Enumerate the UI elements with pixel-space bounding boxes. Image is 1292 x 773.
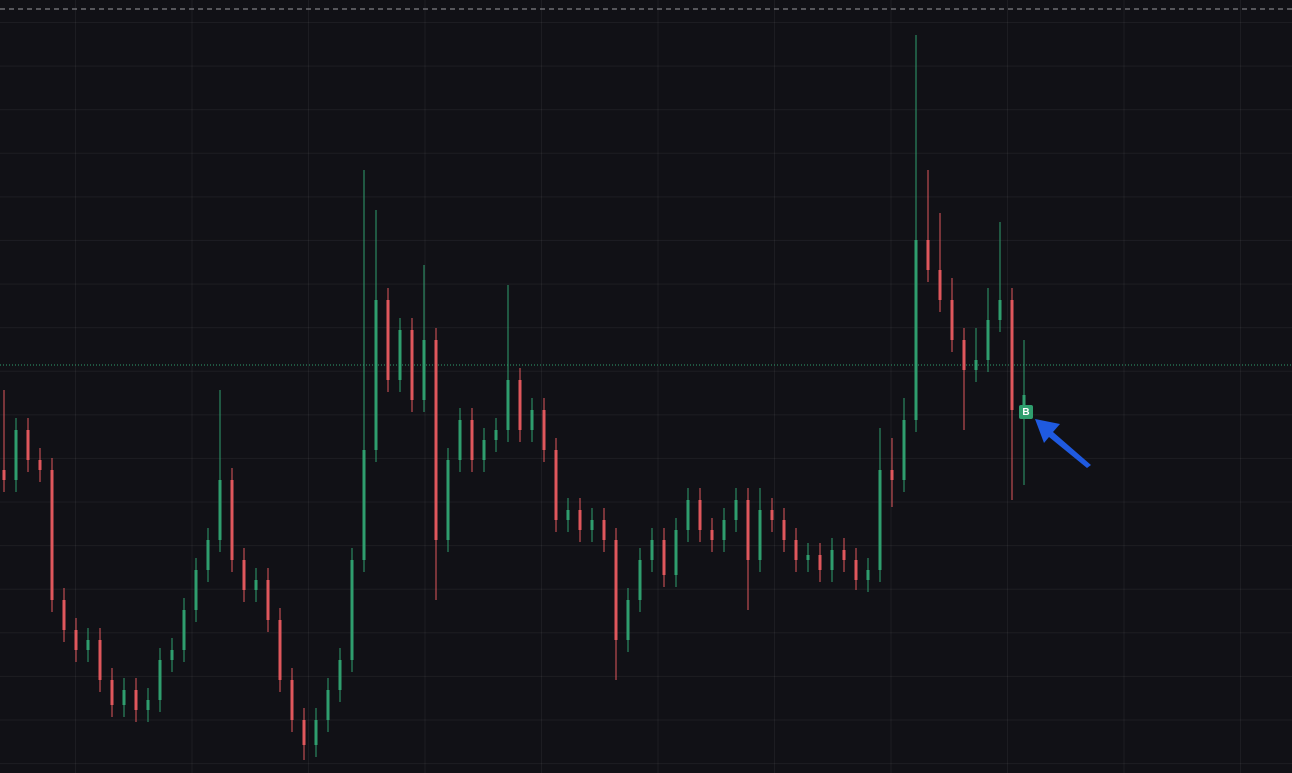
candle-body bbox=[494, 430, 498, 440]
candle-body bbox=[542, 410, 546, 450]
candle-body bbox=[650, 540, 654, 560]
candles bbox=[2, 35, 1026, 760]
candle-body bbox=[902, 420, 906, 480]
candle-body bbox=[446, 460, 450, 540]
candle-body bbox=[2, 470, 6, 480]
candle-body bbox=[662, 540, 666, 575]
candle-body bbox=[122, 690, 126, 705]
candle-body bbox=[686, 500, 690, 530]
candle-body bbox=[530, 410, 534, 430]
candle-body bbox=[590, 520, 594, 530]
candle-body bbox=[374, 300, 378, 450]
candle-body bbox=[794, 540, 798, 560]
buy-marker-box bbox=[1019, 405, 1033, 419]
candle-body bbox=[818, 555, 822, 570]
candle-body bbox=[962, 340, 966, 370]
candle-body bbox=[770, 510, 774, 520]
candle-body bbox=[782, 520, 786, 540]
candle-body bbox=[614, 540, 618, 640]
candle-body bbox=[194, 570, 198, 610]
candle-body bbox=[206, 540, 210, 570]
candle-body bbox=[734, 500, 738, 520]
candle-body bbox=[362, 450, 366, 560]
candle-body bbox=[938, 270, 942, 300]
candle-body bbox=[434, 340, 438, 540]
candle-body bbox=[458, 420, 462, 460]
candle-body bbox=[86, 640, 90, 650]
candle-body bbox=[518, 380, 522, 430]
candle-body bbox=[758, 510, 762, 560]
candle-body bbox=[302, 720, 306, 745]
candle-body bbox=[878, 470, 882, 570]
candle-body bbox=[62, 600, 66, 630]
candle-body bbox=[26, 430, 30, 460]
candle-body bbox=[134, 690, 138, 710]
candle-body bbox=[158, 660, 162, 700]
candle-body bbox=[638, 560, 642, 600]
candle-body bbox=[914, 240, 918, 420]
candle-body bbox=[866, 570, 870, 580]
candle-body bbox=[290, 680, 294, 720]
candle-body bbox=[1010, 300, 1014, 410]
candle-body bbox=[278, 620, 282, 680]
candle-body bbox=[410, 330, 414, 400]
candle-body bbox=[998, 300, 1002, 320]
candle-body bbox=[722, 520, 726, 540]
candle-body bbox=[578, 510, 582, 530]
candle-body bbox=[218, 480, 222, 540]
candle-body bbox=[974, 360, 978, 370]
buy-marker: B bbox=[1022, 407, 1029, 418]
candle-body bbox=[1022, 395, 1026, 410]
candle-body bbox=[170, 650, 174, 660]
candle-body bbox=[50, 470, 54, 600]
candle-body bbox=[326, 690, 330, 720]
candle-body bbox=[74, 630, 78, 650]
candle-body bbox=[710, 530, 714, 540]
candle-body bbox=[182, 610, 186, 650]
candle-body bbox=[386, 300, 390, 380]
candle-body bbox=[470, 420, 474, 460]
candle-body bbox=[854, 560, 858, 580]
candle-body bbox=[602, 520, 606, 540]
candle-body bbox=[338, 660, 342, 690]
candle-body bbox=[482, 440, 486, 460]
candle-body bbox=[506, 380, 510, 430]
candle-body bbox=[350, 560, 354, 660]
candle-body bbox=[626, 600, 630, 640]
candle-body bbox=[398, 330, 402, 380]
candle-body bbox=[14, 430, 18, 480]
candle-body bbox=[146, 700, 150, 710]
arrow bbox=[1035, 419, 1091, 468]
candle-body bbox=[926, 240, 930, 270]
candle-body bbox=[254, 580, 258, 590]
candle-body bbox=[242, 560, 246, 590]
candle-body bbox=[746, 500, 750, 560]
candle-body bbox=[110, 680, 114, 705]
candle-body bbox=[422, 340, 426, 400]
candle-body bbox=[230, 480, 234, 560]
candle-body bbox=[566, 510, 570, 520]
candle-body bbox=[314, 720, 318, 745]
candle-body bbox=[266, 580, 270, 620]
candle-body bbox=[950, 300, 954, 340]
candle-body bbox=[842, 550, 846, 560]
candle-body bbox=[890, 470, 894, 480]
candle-body bbox=[806, 555, 810, 560]
candle-body bbox=[698, 500, 702, 530]
candle-body bbox=[830, 550, 834, 570]
candle-body bbox=[98, 640, 102, 680]
candle-body bbox=[38, 460, 42, 470]
candle-body bbox=[554, 450, 558, 520]
candle-body bbox=[986, 320, 990, 360]
candle-body bbox=[674, 530, 678, 575]
